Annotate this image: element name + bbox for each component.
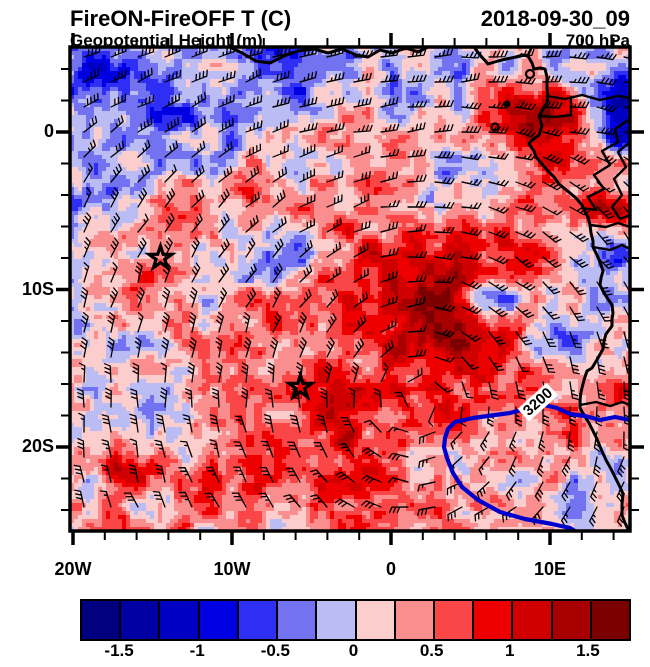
x-tick-label: 10E xyxy=(533,559,567,579)
colorbar-cell xyxy=(591,601,630,639)
colorbar-tick-label: -0.5 xyxy=(260,641,290,660)
colorbar-cell xyxy=(317,601,357,639)
colorbar-cell xyxy=(82,601,122,639)
plot-title: FireON-FireOFF T (C) xyxy=(70,6,292,31)
colorbar-cell xyxy=(474,601,514,639)
colorbar-cell xyxy=(552,601,592,639)
colorbar-tick-label: -1 xyxy=(189,641,205,660)
x-tick-label: 10W xyxy=(213,559,251,579)
colorbar-tick-label: -1.5 xyxy=(104,641,134,660)
colorbar-cell xyxy=(121,601,161,639)
x-tick-label: 20W xyxy=(54,559,92,579)
y-tick-label: 10S xyxy=(21,278,54,299)
colorbar-cell xyxy=(356,601,396,639)
colorbar-cell xyxy=(199,601,239,639)
colorbar-cell xyxy=(434,601,475,639)
colorbar-cell xyxy=(395,601,435,639)
map-panel xyxy=(70,47,630,531)
temperature-field-and-windbarbs-canvas xyxy=(70,47,630,531)
colorbar-tick-label: 0.5 xyxy=(419,641,444,660)
colorbar-tick-label: 1.5 xyxy=(576,641,600,660)
colorbar-tick-label: 0 xyxy=(348,641,359,660)
x-tick-label: 0 xyxy=(385,559,397,579)
colorbar-cell xyxy=(513,601,553,639)
plot-datetime: 2018-09-30_09 xyxy=(480,6,630,31)
colorbar-tick-label: 1 xyxy=(505,641,515,660)
y-tick-label: 20S xyxy=(21,436,54,457)
colorbar xyxy=(80,599,631,641)
colorbar-cell xyxy=(278,601,318,639)
colorbar-cell xyxy=(238,601,279,639)
y-tick-label: 0 xyxy=(43,121,54,142)
colorbar-cell xyxy=(160,601,200,639)
